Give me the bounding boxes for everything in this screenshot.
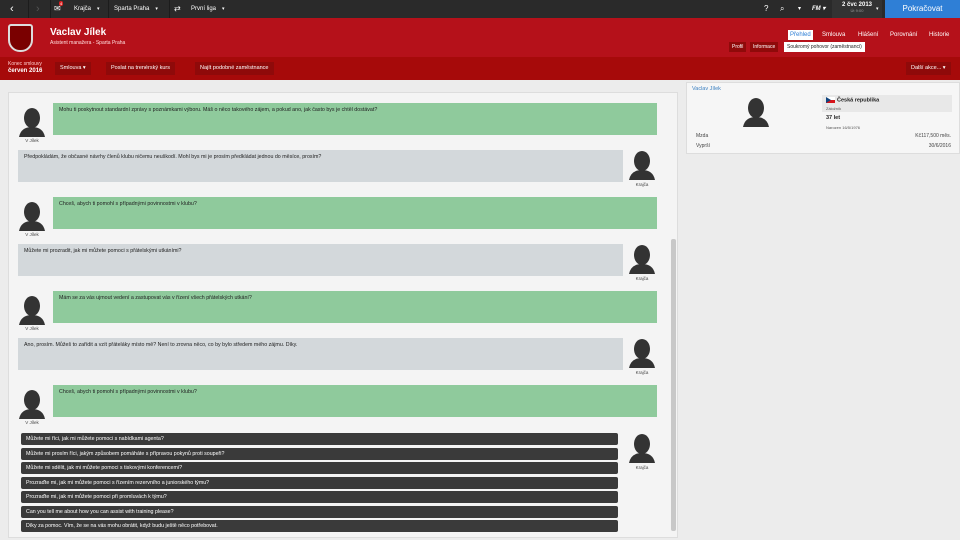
manager-message: Předpokládám, že občasné návrhy členů kl… xyxy=(18,150,623,182)
fm-menu[interactable]: FM ▾ xyxy=(812,6,826,12)
contract-value: červen 2016 xyxy=(8,68,43,74)
message-text: Ano, prosím. Můžeš to zařídit a vzít přá… xyxy=(24,342,298,348)
forward-icon[interactable]: › xyxy=(36,3,40,15)
reply-option[interactable]: Prozraďte mi, jak mi můžete pomoci při p… xyxy=(21,491,618,503)
message-text: Chceš, abych ti pomohl s případnými povi… xyxy=(59,389,197,395)
button-label: Další akce... xyxy=(911,65,942,71)
wage-label: Mzda xyxy=(696,133,709,139)
person-silhouette-icon xyxy=(19,295,45,325)
crumb-league[interactable]: První liga ▾ xyxy=(191,0,225,18)
crumb-club[interactable]: Sparta Praha ▾ xyxy=(114,0,158,18)
staff-message: Mám se za vás ujmout vedení a zastupovat… xyxy=(53,291,657,323)
staff-message: Chceš, abych ti pomohl s případnými povi… xyxy=(53,197,657,229)
inbox-icon[interactable]: ✉ xyxy=(54,4,61,13)
expires-label: Vyprší xyxy=(696,143,710,149)
send-course-button[interactable]: Poslat na trenérský kurs xyxy=(106,62,175,75)
date-display[interactable]: 2 čvc 2013 Út 9:00 xyxy=(832,0,882,18)
person-silhouette-icon xyxy=(19,389,45,419)
continue-button[interactable]: Pokračovat xyxy=(885,0,960,18)
person-silhouette-icon xyxy=(629,244,655,274)
reply-option[interactable]: Díky za pomoc. Vím, že se na vás mohu ob… xyxy=(21,520,618,532)
subtab-info[interactable]: Informace xyxy=(750,42,779,52)
tab-contract[interactable]: Smlouva xyxy=(822,32,846,38)
crumb-label: Krajča xyxy=(74,6,92,12)
reply-option[interactable]: Prozraďte mi, jak mi můžete pomoci s říz… xyxy=(21,476,618,489)
position: Záložník xyxy=(826,106,842,111)
date: 2 čvc 2013 xyxy=(841,2,873,8)
speaker-label: Krajča xyxy=(635,182,649,187)
club-crest xyxy=(8,24,33,52)
speaker-label: V Jílek xyxy=(25,138,39,143)
chevron-down-icon[interactable]: ▾ xyxy=(876,6,879,12)
profile-header: Vaclav Jílek Asistent manažera - Sparta … xyxy=(0,18,960,57)
birth-date: Narozen 16/5/1976 xyxy=(826,125,861,130)
swap-icon[interactable]: ⇄ xyxy=(174,4,181,13)
reply-option[interactable]: Můžete mi sdělit, jak mi můžete pomoci s… xyxy=(21,462,618,474)
staff-message: Mohu ti poskytnout standardní zprávy s p… xyxy=(53,103,657,135)
manager-message: Ano, prosím. Můžeš to zařídit a vzít přá… xyxy=(18,338,623,370)
reply-option[interactable]: Můžete mi prosím říci, jakým způsobem po… xyxy=(21,447,618,460)
help-icon[interactable]: ? xyxy=(764,4,769,13)
speaker-label: Krajča xyxy=(635,370,649,375)
crumb-label: Sparta Praha xyxy=(114,6,150,12)
reply-option[interactable]: Can you tell me about how you can assist… xyxy=(21,505,618,518)
staff-silhouette-icon xyxy=(743,98,769,127)
speaker-label: V Jílek xyxy=(25,326,39,331)
crumb-label: První liga xyxy=(191,6,217,12)
find-similar-button[interactable]: Najít podobné zaměstnance xyxy=(195,62,274,75)
tab-compare[interactable]: Porovnání xyxy=(890,32,918,38)
speaker-label: V Jílek xyxy=(25,420,39,425)
person-silhouette-icon xyxy=(629,150,655,180)
person-silhouette-icon xyxy=(19,107,45,137)
button-label: Smlouva xyxy=(60,65,82,71)
message-text: Chceš, abych ti pomohl s případnými povi… xyxy=(59,201,197,207)
speaker-label: V Jílek xyxy=(25,232,39,237)
nationality: Česká republika xyxy=(826,97,879,103)
tab-reports[interactable]: Hlášení xyxy=(858,32,879,38)
more-actions-button[interactable]: Další akce... ▾ xyxy=(906,62,951,75)
wage-value: Kč117,500 měs. xyxy=(915,133,951,139)
scrollbar[interactable] xyxy=(671,239,676,531)
time: Út 9:00 xyxy=(850,8,864,13)
expires-value: 30/6/2016 xyxy=(928,143,951,149)
inbox-badge: 4 xyxy=(59,1,64,6)
chevron-down-icon: ▾ xyxy=(97,6,100,12)
speaker-label: Krajča xyxy=(635,276,649,281)
message-text: Můžete mi prozradit, jak mi můžete pomoc… xyxy=(24,248,182,254)
chevron-down-icon: ▾ xyxy=(222,6,225,12)
tab-history[interactable]: Historie xyxy=(929,32,950,38)
staff-role: Asistent manažera - Sparta Praha xyxy=(50,40,126,46)
search-icon[interactable]: ⌕ xyxy=(780,4,785,13)
staff-name[interactable]: Vaclav Jílek xyxy=(50,27,107,38)
chevron-down-icon: ▾ xyxy=(155,6,158,12)
person-silhouette-icon xyxy=(629,338,655,368)
top-bar: ‹ › ✉ 4 Krajča ▾ Sparta Praha ▾ ⇄ První li… xyxy=(0,0,960,18)
nation: Česká republika xyxy=(837,97,880,104)
conversation-panel: Mohu ti poskytnout standardní zprávy s p… xyxy=(8,92,678,538)
speaker-label: Krajča xyxy=(635,465,649,470)
reply-option[interactable]: Můžete mi říci, jak mi můžete pomoci s n… xyxy=(21,433,618,445)
person-silhouette-icon xyxy=(629,433,655,463)
message-text: Mohu ti poskytnout standardní zprávy s p… xyxy=(59,107,378,113)
chevron-down-icon[interactable]: ▾ xyxy=(798,6,802,12)
person-silhouette-icon xyxy=(19,201,45,231)
staff-message: Chceš, abych ti pomohl s případnými povi… xyxy=(53,385,657,417)
crumb-manager[interactable]: Krajča ▾ xyxy=(74,0,100,18)
age: 37 let xyxy=(826,115,841,121)
message-text: Předpokládám, že občasné návrhy členů kl… xyxy=(24,154,322,160)
message-text: Mám se za vás ujmout vedení a zastupovat… xyxy=(59,295,252,301)
fm-label: FM xyxy=(812,6,821,12)
contract-label: Konec smlouvy xyxy=(8,61,42,67)
czech-flag-icon xyxy=(826,97,835,103)
subtab-profile[interactable]: Profil xyxy=(729,42,747,52)
profile-card: Vaclav Jílek Česká republika Záložník 37… xyxy=(686,82,960,154)
profile-name[interactable]: Vaclav Jílek xyxy=(692,86,721,92)
manager-message: Můžete mi prozradit, jak mi můžete pomoc… xyxy=(18,244,623,276)
subtab-private-chat[interactable]: Soukromý pohovor (zaměstnanci) xyxy=(784,42,865,52)
tab-overview[interactable]: Přehled xyxy=(788,30,813,40)
back-icon[interactable]: ‹ xyxy=(10,3,14,15)
contract-button[interactable]: Smlouva ▾ xyxy=(55,62,91,75)
